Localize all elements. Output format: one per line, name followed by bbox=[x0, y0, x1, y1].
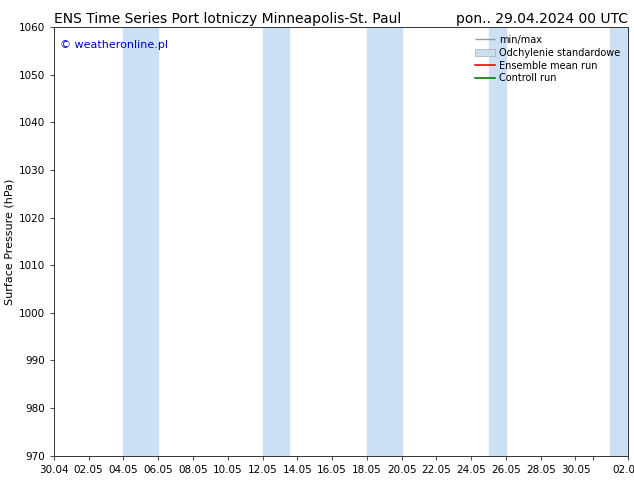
Text: © weatheronline.pl: © weatheronline.pl bbox=[60, 40, 167, 50]
Bar bbox=[611, 27, 628, 456]
Bar bbox=[124, 27, 158, 456]
Bar bbox=[489, 27, 506, 456]
Text: pon.. 29.04.2024 00 UTC: pon.. 29.04.2024 00 UTC bbox=[456, 12, 628, 26]
Legend: min/max, Odchylenie standardowe, Ensemble mean run, Controll run: min/max, Odchylenie standardowe, Ensembl… bbox=[472, 32, 623, 86]
Bar bbox=[367, 27, 401, 456]
Y-axis label: Surface Pressure (hPa): Surface Pressure (hPa) bbox=[4, 178, 15, 304]
Text: ENS Time Series Port lotniczy Minneapolis-St. Paul: ENS Time Series Port lotniczy Minneapoli… bbox=[54, 12, 401, 26]
Bar bbox=[262, 27, 288, 456]
